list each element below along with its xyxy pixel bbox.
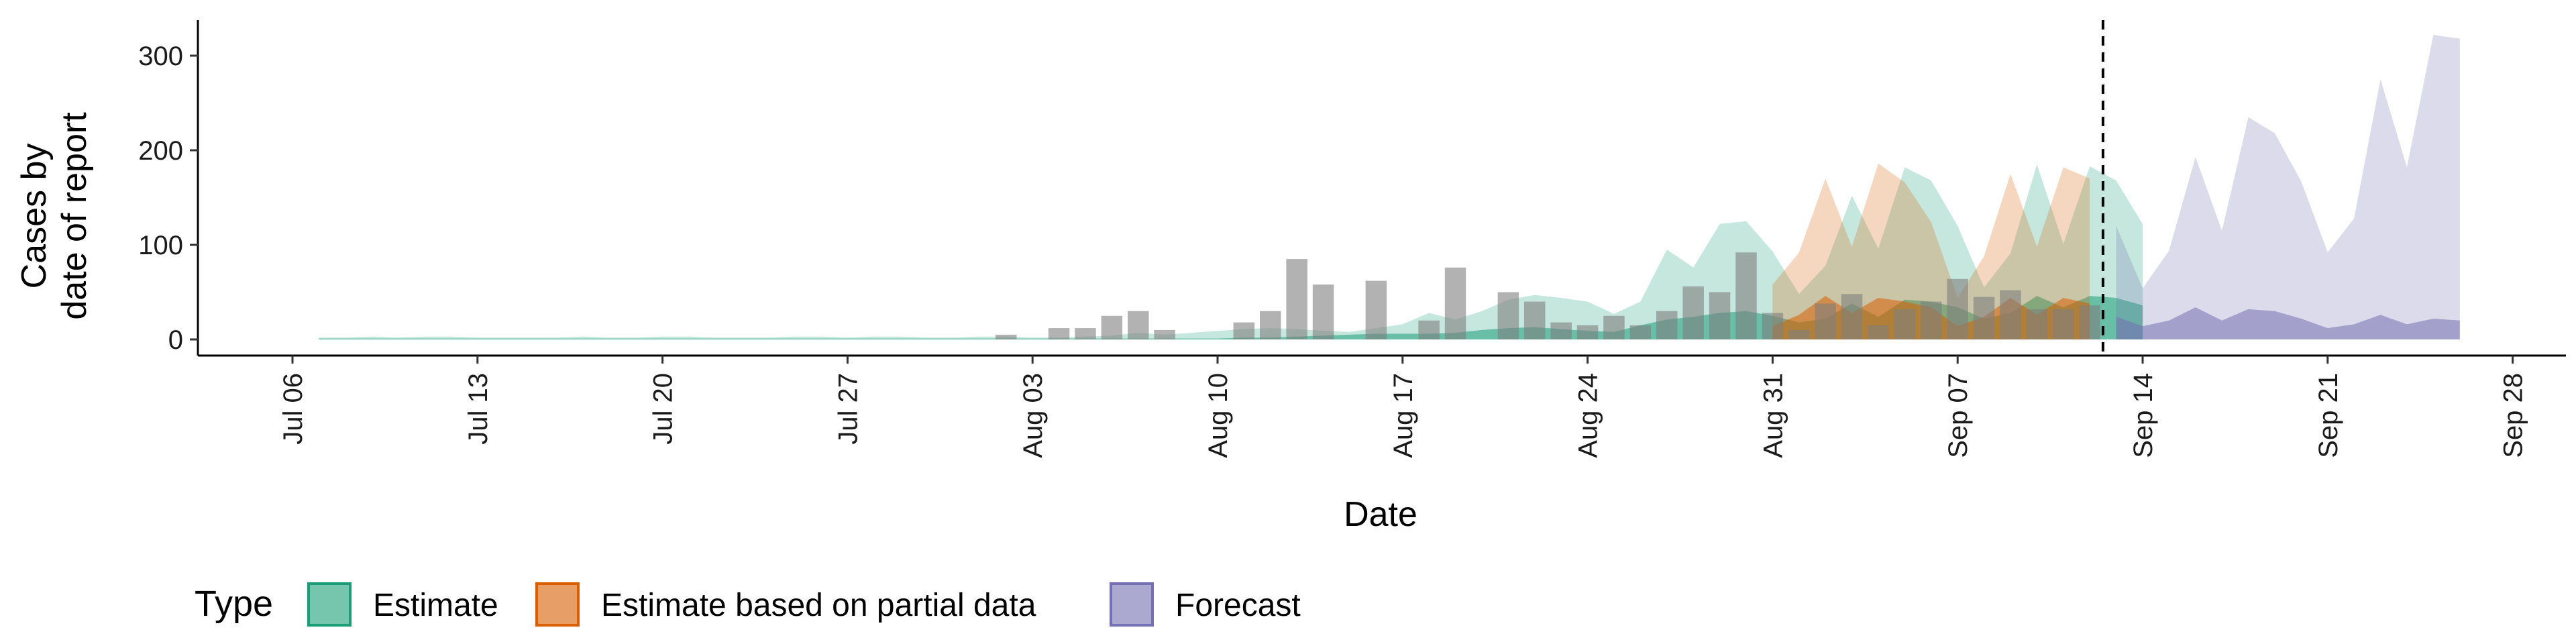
reported-cases-bar <box>1576 325 1599 339</box>
axes-layer: 0 100 200 300 Jul 06 Jul 13 Jul 20 Jul 27 Aug 03… <box>138 20 2566 458</box>
reported-cases-bar <box>1788 329 1810 339</box>
x-tick-label: Aug 10 <box>1203 373 1233 458</box>
legend-key-partial <box>535 582 580 627</box>
reported-cases-bar <box>1075 328 1096 339</box>
ribbon-outer-forecast <box>2116 35 2460 339</box>
x-tick-label: Sep 21 <box>2314 373 2343 458</box>
reported-cases-bar <box>1260 311 1281 339</box>
reported-cases-bar <box>1735 252 1757 339</box>
reported-cases-bar <box>1603 315 1625 340</box>
reported-cases-bar <box>2053 309 2074 339</box>
reported-cases-bar <box>1921 301 1942 339</box>
reported-cases-bar <box>1233 322 1255 339</box>
reported-cases-bar <box>1550 322 1572 339</box>
legend-title: Type <box>195 584 273 624</box>
reported-cases-bar <box>1682 286 1704 339</box>
reported-cases-bar <box>1894 309 1916 339</box>
x-tick-label: Sep 28 <box>2499 373 2528 458</box>
reported-cases-bar <box>1629 325 1652 339</box>
reported-cases-bar <box>1709 292 1731 339</box>
reported-cases-bar <box>1841 294 1863 339</box>
x-axis-title: Date <box>1344 495 1417 534</box>
reported-cases-bar <box>1444 267 1466 339</box>
reported-cases-bar <box>1762 313 1784 339</box>
reported-cases-bar <box>1868 325 1889 339</box>
y-axis-title-line-2: date of report <box>55 112 94 320</box>
y-tick-label: 100 <box>138 231 183 260</box>
reported-cases-bar <box>1048 328 1070 339</box>
reported-cases-bar <box>1286 259 1307 339</box>
y-axis-title-line-1: Cases by <box>15 144 54 289</box>
reported-cases-bar <box>1524 301 1546 339</box>
x-tick-label: Aug 03 <box>1018 373 1048 458</box>
legend-key-forecast <box>1110 582 1154 627</box>
x-tick-label: Sep 07 <box>1943 373 1973 458</box>
reported-cases-bar <box>1312 284 1334 339</box>
x-tick-label: Aug 24 <box>1574 373 1603 458</box>
reported-cases-bar <box>1815 303 1836 339</box>
reported-cases-bar <box>2000 290 2021 339</box>
x-tick-label: Jul 27 <box>833 373 863 445</box>
reported-cases-bar <box>1365 280 1387 339</box>
reported-cases-bar <box>1947 278 1968 339</box>
reported-cases-bar <box>1418 320 1440 339</box>
reported-cases-bar <box>1154 329 1175 339</box>
reported-cases-bar <box>2079 305 2100 339</box>
reported-cases-bar <box>2026 309 2048 339</box>
x-tick-label: Sep 14 <box>2129 373 2158 458</box>
legend: Type Estimate Estimate based on partial … <box>195 582 1301 627</box>
reported-cases-bar <box>1128 311 1149 339</box>
x-tick-label: Jul 20 <box>649 373 678 445</box>
reported-cases-bar <box>996 334 1017 339</box>
y-tick-label: 200 <box>138 136 183 166</box>
legend-label-forecast: Forecast <box>1175 588 1301 623</box>
x-tick-label: Jul 06 <box>278 373 308 445</box>
x-tick-label: Aug 31 <box>1758 373 1788 458</box>
reported-cases-bar <box>1497 292 1519 339</box>
y-tick-label: 300 <box>138 42 183 71</box>
legend-label-partial: Estimate based on partial data <box>601 588 1036 623</box>
area-layer <box>319 35 2460 339</box>
reported-cases-bar <box>1656 311 1678 339</box>
reported-cases-bar <box>1973 297 1995 339</box>
x-tick-label: Jul 13 <box>464 373 493 445</box>
ribbon-inner-forecast <box>2116 307 2460 339</box>
legend-key-estimate <box>307 582 352 627</box>
reported-cases-bar <box>1101 315 1123 340</box>
bar-layer <box>996 252 2100 340</box>
y-tick-label: 0 <box>168 325 183 355</box>
legend-label-estimate: Estimate <box>373 588 498 623</box>
x-tick-label: Aug 17 <box>1389 373 1418 458</box>
